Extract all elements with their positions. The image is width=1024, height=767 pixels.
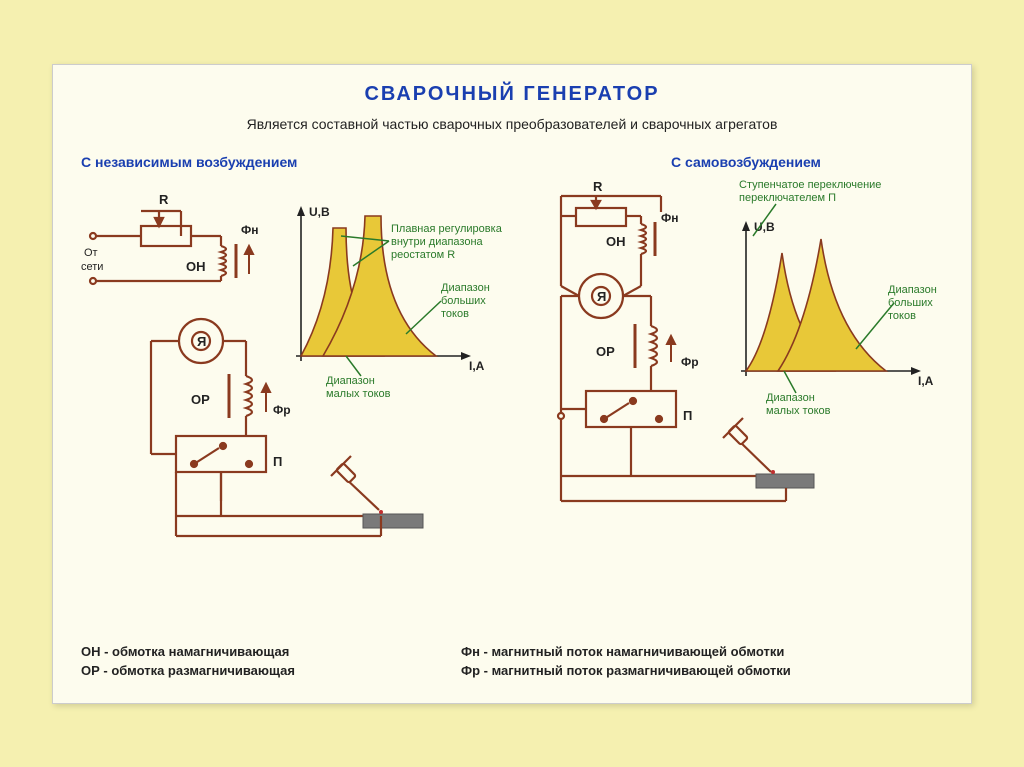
note-top-r1: Ступенчатое переключение — [739, 179, 881, 191]
chart-left: U,B I,A Плавная регулировка внутри диапа… — [296, 205, 503, 400]
note-big-3: токов — [441, 308, 469, 320]
workpiece-r — [756, 474, 814, 488]
circuit-right — [558, 196, 771, 476]
label-phi-n: Фн — [241, 223, 259, 237]
subtitle: Является составной частью сварочных прео… — [81, 116, 943, 132]
legend: ОН - обмотка намагничивающая ОР - обмотк… — [81, 643, 295, 681]
note-top-r2: переключателем П — [739, 192, 836, 204]
x-axis-label: I,A — [469, 359, 485, 373]
label-from-net-1: От — [84, 247, 98, 259]
label-from-net-2: сети — [81, 261, 103, 273]
panels-row: С независимым возбуждением — [81, 154, 943, 596]
x-axis-r: I,A — [918, 374, 934, 388]
phi-p-arrow-r — [667, 336, 675, 362]
coil-op — [229, 371, 252, 436]
note-big-r1: Диапазон — [888, 284, 937, 296]
legend-Fn: Фн - магнитный поток намагничивающей обм… — [461, 643, 791, 662]
label-P: П — [273, 454, 282, 469]
panel-independent: С независимым возбуждением — [81, 154, 511, 596]
note-small-r2: малых токов — [766, 405, 831, 417]
label-OP: ОР — [191, 392, 210, 407]
note-top-3: реостатом R — [391, 249, 455, 261]
panel-title-left: С независимым возбуждением — [81, 154, 511, 170]
diagram-card: СВАРОЧНЫЙ ГЕНЕРАТОР Является составной ч… — [52, 64, 972, 704]
arc-spot-r — [771, 470, 775, 474]
label-ya-r: Я — [597, 289, 606, 304]
circuit-top — [90, 211, 236, 284]
note-small-2: малых токов — [326, 388, 391, 400]
chart-right: U,B I,A Диапазон больших токов Диапазон … — [741, 220, 937, 417]
switch-p — [151, 436, 266, 472]
panel-title-right: С самовозбуждением — [671, 154, 961, 170]
label-OP-r: ОР — [596, 344, 615, 359]
note-big-1: Диапазон — [441, 282, 490, 294]
note-top-1: Плавная регулировка — [391, 223, 503, 235]
legend-Fp: Фр - магнитный поток размагничивающей об… — [461, 662, 791, 681]
left-svg: Фн R ОН От сети Я — [81, 176, 511, 596]
label-phi-p: Фp — [273, 403, 291, 417]
label-OH: ОН — [186, 259, 206, 274]
note-big-2: больших — [441, 295, 486, 307]
note-big-r3: токов — [888, 310, 916, 322]
phi-p-arrow — [262, 384, 270, 412]
main-title: СВАРОЧНЫЙ ГЕНЕРАТОР — [81, 83, 943, 106]
note-top-2: внутри диапазона — [391, 236, 484, 248]
legend-OH: ОН - обмотка намагничивающая — [81, 643, 295, 662]
label-phi-n-r: Фн — [661, 211, 679, 225]
label-R-r: R — [593, 179, 603, 194]
y-axis-r: U,B — [754, 220, 775, 234]
legend-OP: ОР - обмотка размагничивающая — [81, 662, 295, 681]
label-phi-p-r: Фр — [681, 355, 699, 369]
panel-self: С самовозбуждением — [521, 154, 961, 596]
phi-n-arrow — [245, 246, 253, 274]
right-svg: R ОН Фн Я ОР Фр П U,B I,A — [521, 176, 961, 596]
label-P-r: П — [683, 408, 692, 423]
arc-spot — [379, 510, 383, 514]
label-R: R — [159, 192, 169, 207]
note-small-1: Диапазон — [326, 375, 375, 387]
workpiece — [363, 514, 423, 528]
y-axis-label: U,B — [309, 205, 330, 219]
label-ya: Я — [197, 334, 206, 349]
note-big-r2: больших — [888, 297, 933, 309]
label-OH-r: ОН — [606, 234, 626, 249]
note-small-r1: Диапазон — [766, 392, 815, 404]
